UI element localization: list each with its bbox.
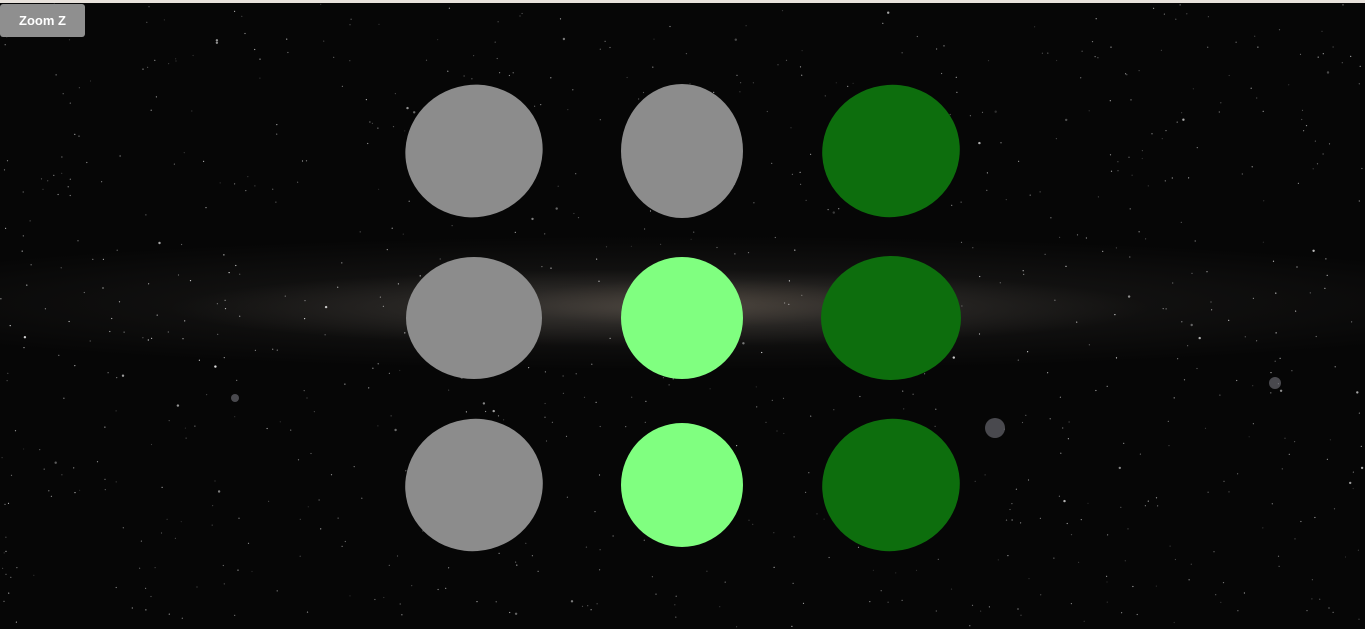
window-top-border xyxy=(0,0,1365,3)
sphere-r2-c1 xyxy=(406,257,542,379)
sphere-r3-c3 xyxy=(822,418,960,552)
sphere-grid xyxy=(405,84,961,552)
sphere-r1-c3 xyxy=(822,84,960,218)
sphere-r2-c3 xyxy=(821,256,961,380)
sphere-r1-c1 xyxy=(405,84,543,218)
sphere-r3-c2 xyxy=(621,423,743,547)
3d-scene-viewport[interactable] xyxy=(0,3,1365,629)
sphere-r3-c1 xyxy=(405,418,543,552)
sphere-r1-c2 xyxy=(621,84,743,218)
sphere-r2-c2 xyxy=(621,257,743,379)
zoom-z-button[interactable]: Zoom Z xyxy=(0,4,85,37)
